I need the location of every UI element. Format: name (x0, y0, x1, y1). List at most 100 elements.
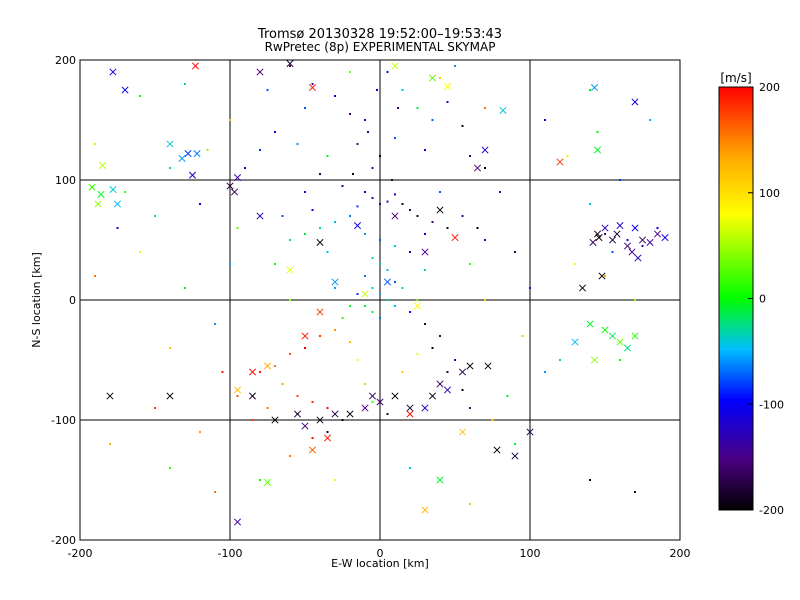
scatter-point (589, 479, 591, 481)
scatter-cross (526, 428, 534, 436)
scatter-point (326, 155, 329, 157)
scatter-point (424, 233, 426, 235)
scatter-point (544, 119, 546, 121)
scatter-cross (511, 452, 519, 460)
scatter-cross (316, 416, 324, 424)
scatter-cross (616, 338, 624, 346)
scatter-cross (556, 158, 564, 166)
scatter-point (199, 203, 201, 205)
scatter-point (266, 407, 269, 409)
scatter-point (386, 269, 389, 271)
scatter-point (409, 209, 411, 211)
scatter-cross (613, 230, 621, 238)
scatter-point (574, 263, 576, 265)
scatter-point (311, 83, 314, 85)
x-axis: -200 -100 0 100 200 (68, 60, 691, 560)
scatter-cross (248, 368, 257, 376)
scatter-cross (106, 392, 114, 400)
scatter-point (311, 209, 314, 211)
scatter-point (349, 71, 351, 73)
scatter-point (94, 143, 96, 145)
scatter-point (461, 389, 464, 391)
scatter-point (334, 329, 336, 331)
scatter-point (281, 215, 284, 217)
scatter-point (386, 71, 389, 73)
scatter-point (349, 341, 351, 343)
scatter-point (394, 245, 396, 247)
scatter-cross (586, 320, 594, 328)
scatter-point (352, 173, 354, 175)
scatter-point (109, 443, 111, 445)
scatter-point (371, 197, 374, 199)
scatter-cross (428, 392, 437, 400)
scatter-cross (598, 272, 606, 280)
scatter-point (596, 131, 599, 133)
scatter-point (304, 347, 306, 349)
scatter-point (356, 293, 359, 295)
scatter-cross (113, 200, 122, 208)
scatter-cross (286, 60, 294, 68)
scatter-point (356, 359, 359, 361)
scatter-cross (638, 236, 647, 244)
scatter-cross (383, 278, 392, 286)
scatter-cross (578, 284, 587, 292)
scatter-point (604, 275, 606, 277)
scatter-cross (628, 248, 636, 256)
scatter-point (169, 167, 171, 169)
scatter-cross (184, 150, 192, 158)
scatter-cross (233, 518, 242, 526)
colorbar-tick-label: -100 (759, 398, 784, 411)
scatter-point (364, 383, 366, 385)
scatter-cross (601, 224, 609, 232)
scatter-cross (451, 234, 459, 242)
scatter-point (476, 227, 479, 229)
scatter-cross (191, 62, 200, 70)
scatter-point (409, 467, 411, 469)
scatter-cross (88, 183, 96, 191)
scatter-point (626, 239, 629, 241)
scatter-cross (301, 422, 309, 430)
scatter-cross (661, 234, 669, 242)
colorbar-tick-label: 0 (759, 293, 766, 306)
scatter-cross (608, 236, 617, 244)
scatter-point (169, 347, 171, 349)
scatter-point (334, 221, 336, 223)
scatter-cross (308, 84, 317, 92)
scatter-point (356, 143, 359, 145)
scatter-point (334, 95, 336, 97)
grid (80, 60, 680, 540)
scatter-point (334, 479, 336, 481)
scatter-point (416, 299, 419, 301)
scatter-point (364, 275, 366, 277)
scatter-point (371, 287, 374, 289)
scatter-point (559, 359, 561, 361)
scatter-point (371, 311, 374, 313)
scatter-point (274, 131, 276, 133)
scatter-point (259, 149, 261, 151)
scatter-cross (271, 416, 279, 424)
scatter-point (229, 119, 231, 121)
scatter-cross (466, 362, 474, 370)
scatter-point (319, 335, 321, 337)
y-tick-label: 100 (55, 174, 76, 187)
scatter-cross (590, 84, 599, 92)
scatter-cross (493, 446, 501, 454)
scatter-point (484, 239, 486, 241)
scatter-point (214, 491, 216, 493)
scatter-point (431, 119, 434, 121)
scatter-cross (631, 332, 639, 340)
scatter-point (304, 191, 306, 193)
scatter-cross (608, 332, 617, 340)
scatter-point (311, 401, 314, 403)
x-tick-label: -200 (68, 547, 93, 560)
scatter-point (416, 353, 419, 355)
scatter-point (379, 203, 381, 205)
scatter-point (259, 371, 261, 373)
scatter-cross (406, 404, 414, 412)
scatter-point (334, 287, 336, 289)
scatter-point (394, 305, 396, 307)
scatter-cross (391, 62, 399, 70)
scatter-point (364, 119, 366, 121)
scatter-cross (443, 386, 452, 394)
scatter-cross (323, 434, 332, 442)
